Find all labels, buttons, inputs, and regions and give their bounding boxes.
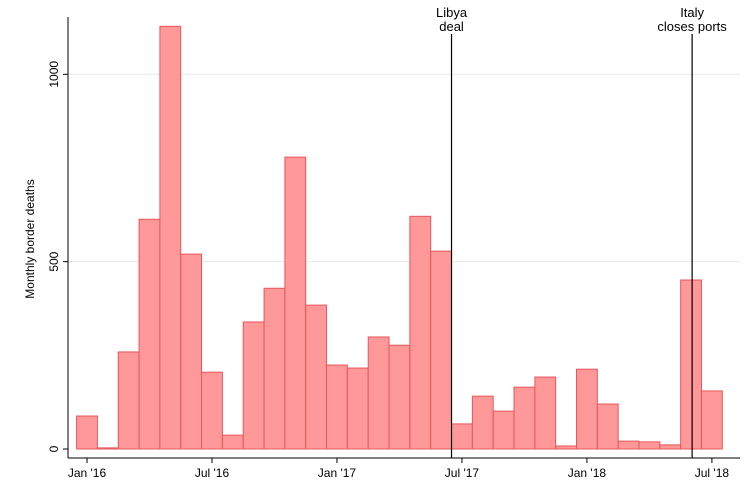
bar-apr-16 (138, 218, 161, 450)
bar-aug-16 (221, 434, 244, 450)
bar-nov-17 (534, 376, 557, 450)
y-tick-label: 1000 (47, 61, 61, 88)
bar-dec-17 (555, 445, 577, 450)
y-tick-label: 0 (47, 445, 61, 452)
bars (76, 25, 723, 450)
bar-aug-17 (471, 395, 494, 450)
bar-apr-17 (388, 344, 411, 450)
bar-mar-17 (367, 336, 390, 450)
bar-jan-17 (326, 364, 348, 450)
bar-mar-16 (117, 351, 140, 450)
bar-jul-17 (451, 423, 473, 450)
x-tick-label: Jul '16 (195, 466, 230, 480)
x-tick-label: Jul '17 (445, 466, 480, 480)
bar-may-17 (409, 215, 432, 450)
bar-jul-16 (201, 371, 223, 450)
x-tick-label: Jul '18 (695, 466, 730, 480)
x-tick-label: Jan '16 (68, 466, 107, 480)
x-ticks: Jan '16 Jul '16 Jan '17 Jul '17 Jan '18 Jul '… (68, 458, 730, 480)
annotation-label: deal (439, 19, 464, 34)
y-tick-label: 500 (47, 251, 61, 271)
bar-jan-16 (76, 415, 98, 450)
bar-oct-16 (263, 287, 286, 450)
y-ticks: 0 500 1000 (47, 61, 68, 452)
bar-jun-17 (430, 250, 453, 450)
bar-jun-18 (680, 279, 702, 450)
bar-jul-18 (701, 390, 723, 450)
bar-jan-18 (576, 368, 598, 450)
bar-sep-17 (492, 410, 515, 450)
bar-feb-18 (596, 403, 619, 450)
bar-dec-16 (305, 304, 328, 450)
annotation-label: closes ports (657, 19, 727, 34)
bar-feb-17 (346, 367, 369, 450)
annotation-label: Libya (436, 5, 468, 20)
bar-may-16 (159, 25, 182, 450)
bar-apr-18 (638, 441, 661, 450)
annotation-label: Italy (680, 5, 704, 20)
bar-oct-17 (513, 386, 536, 450)
bar-nov-16 (284, 156, 307, 450)
bar-feb-16 (96, 447, 119, 450)
bar-mar-18 (617, 440, 640, 450)
y-axis-label: Monthly border deaths (23, 179, 37, 298)
bar-jun-16 (180, 253, 203, 450)
x-tick-label: Jan '18 (568, 466, 607, 480)
x-tick-label: Jan '17 (318, 466, 357, 480)
bar-sep-16 (242, 321, 265, 450)
bar-may-18 (659, 444, 682, 450)
